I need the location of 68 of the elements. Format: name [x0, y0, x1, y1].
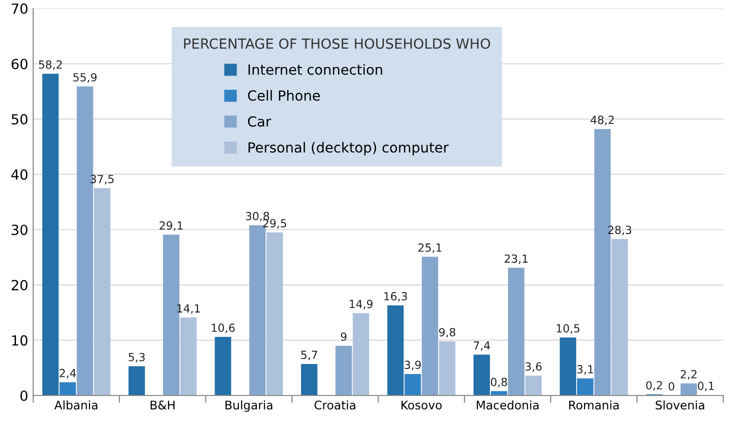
data-label: 10,5	[556, 324, 580, 334]
data-label: 10,6	[212, 324, 235, 334]
bar	[560, 337, 576, 396]
y-tick-label: 20	[12, 280, 28, 290]
data-label: 16,3	[384, 292, 407, 302]
data-label: 58,2	[38, 60, 62, 70]
bar	[404, 374, 421, 396]
data-label: 29,5	[263, 219, 286, 229]
bar	[301, 364, 318, 396]
y-tick-label: 70	[12, 3, 28, 14]
data-label: 3,1	[577, 365, 594, 375]
bar	[577, 378, 594, 396]
y-tick-label: 0	[20, 390, 28, 401]
data-label: 5,3	[128, 352, 145, 362]
data-label: 2,4	[60, 368, 76, 378]
data-label: 0	[668, 382, 674, 391]
bar	[525, 376, 542, 396]
y-tick-label: 40	[11, 169, 28, 180]
data-label: 55,9	[73, 73, 97, 83]
bar	[439, 341, 456, 396]
data-label: 14,9	[350, 300, 373, 310]
bar	[352, 313, 370, 396]
data-label: 25,1	[418, 243, 442, 253]
bar	[94, 188, 110, 396]
bar	[128, 366, 145, 396]
x-tick-label: Croatia	[314, 400, 356, 410]
bar	[266, 232, 283, 396]
x-tick-label: Kosovo	[402, 400, 442, 410]
data-label: 3,6	[525, 362, 542, 372]
data-label: 9	[340, 332, 346, 341]
bar	[508, 268, 524, 396]
data-label: 7,4	[474, 341, 490, 351]
bar	[214, 336, 232, 396]
legend-label: Internet connection	[248, 64, 382, 75]
data-label: 0,8	[490, 378, 508, 388]
bar	[336, 346, 352, 396]
data-label: 48,2	[590, 116, 614, 126]
y-tick-label: 10	[12, 335, 28, 346]
bar	[422, 256, 438, 396]
bar	[60, 382, 76, 396]
y-tick-label: 50	[12, 114, 28, 125]
y-tick-label: 30	[12, 224, 28, 236]
x-tick-label: Bulgaria	[226, 400, 272, 412]
data-label: 30,8	[246, 212, 270, 222]
y-tick-label: 60	[12, 58, 28, 70]
bar	[612, 239, 628, 396]
x-tick-label: Macedonia	[476, 400, 538, 410]
data-label: 23,1	[504, 254, 528, 264]
data-label: 29,1	[160, 221, 183, 231]
data-label: 0,1	[698, 382, 714, 392]
x-tick-label: B&H	[150, 400, 175, 410]
x-tick-label: Albania	[54, 400, 98, 410]
x-tick-label: Romania	[569, 400, 619, 410]
bar	[387, 305, 404, 396]
legend-title: PERCENTAGE OF THOSE HOUSEHOLDS WHO	[184, 38, 490, 49]
bar	[42, 74, 59, 396]
data-label: 5,7	[301, 350, 318, 360]
legend-label: Cell Phone	[248, 90, 320, 101]
data-label: 0,2	[646, 381, 662, 391]
data-label: 3,9	[404, 360, 421, 370]
legend-label: Personal (decktop) computer	[248, 142, 449, 156]
data-label: 2,2	[680, 370, 696, 380]
bar	[474, 354, 490, 396]
bar	[180, 318, 197, 396]
x-tick-label: Slovenia	[656, 400, 704, 410]
bar	[680, 383, 697, 396]
legend-label: Car	[248, 116, 272, 127]
data-label: 9,8	[439, 328, 456, 338]
